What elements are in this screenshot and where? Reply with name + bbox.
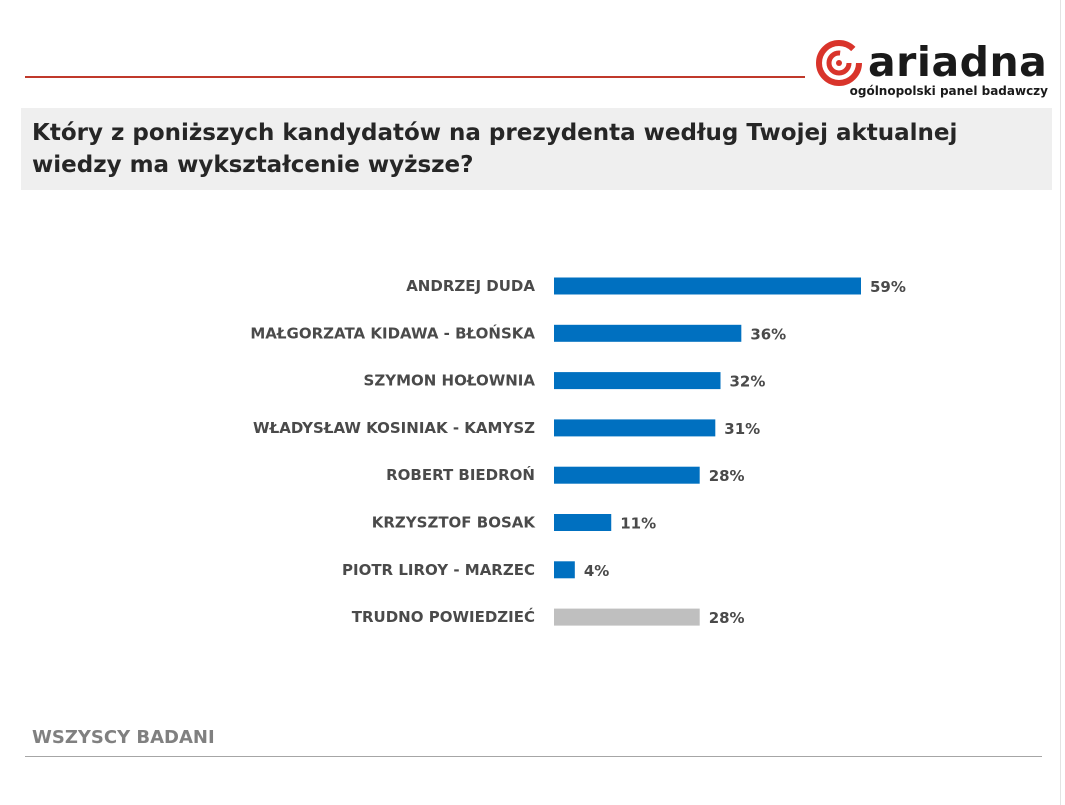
bar-chart: ANDRZEJ DUDA 59% MAŁGORZATA KIDAWA - BŁOŃS… [250,277,906,627]
bar [554,514,612,531]
bar [554,324,742,342]
base-label: WSZYSCY BADANI [32,727,215,748]
bar [554,277,861,295]
value-label: 31% [724,420,760,438]
bar [554,372,721,390]
question-box: Który z poniższych kandydatów na prezyde… [21,108,1052,190]
bar [554,561,575,579]
logo-tagline: ogólnopolski panel badawczy [849,84,1048,98]
category-label: MAŁGORZATA KIDAWA - BŁOŃSKA [250,323,535,342]
value-label: 4% [584,562,609,580]
ariadna-spiral-icon [816,40,862,86]
bar [554,419,716,437]
category-label: TRUDNO POWIEDZIEĆ [352,607,535,626]
frame-border [1060,0,1061,805]
category-label: ANDRZEJ DUDA [406,277,535,295]
header-rule [25,76,805,78]
value-label: 36% [750,325,786,343]
bar [554,608,700,626]
footer-rule [25,756,1042,757]
question-title: Który z poniższych kandydatów na prezyde… [32,120,958,178]
value-label: 32% [730,373,766,391]
category-label: KRZYSZTOF BOSAK [372,514,537,532]
value-label: 11% [620,515,656,533]
logo-brand: ariadna [868,38,1048,86]
category-label: SZYMON HOŁOWNIA [364,372,536,390]
value-label: 28% [709,467,745,485]
category-label: WŁADYSŁAW KOSINIAK - KAMYSZ [253,419,535,437]
value-label: 28% [709,609,745,627]
logo: ariadna ogólnopolski panel badawczy [814,36,1054,100]
category-label: ROBERT BIEDROŃ [386,465,535,484]
value-label: 59% [870,278,906,296]
category-label: PIOTR LIROY - MARZEC [342,561,535,579]
bar [554,466,700,484]
